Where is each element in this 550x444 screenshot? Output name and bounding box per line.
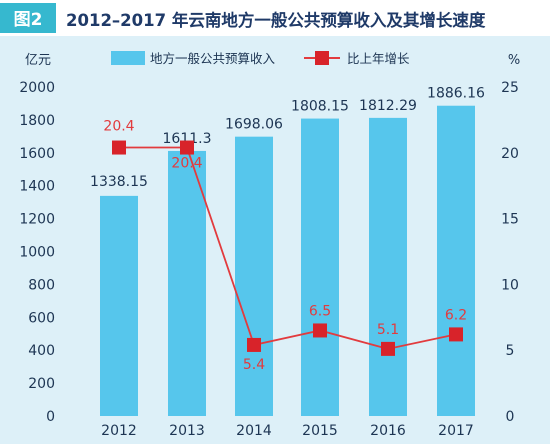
growth-label: 6.5 xyxy=(309,303,331,319)
x-tick-label: 2013 xyxy=(169,423,205,439)
legend-line-label: 比上年增长 xyxy=(347,51,410,66)
bar-label: 1808.15 xyxy=(291,99,349,115)
x-tick-label: 2017 xyxy=(438,423,474,439)
right-axis-ticks: 0 5 10 15 20 25 xyxy=(501,80,519,425)
bar xyxy=(301,118,339,416)
bar-label: 1611.3 xyxy=(163,131,212,147)
bar xyxy=(437,105,475,416)
left-tick-label: 2000 xyxy=(19,80,55,96)
bar-label: 1886.16 xyxy=(427,86,485,102)
growth-label: 20.4 xyxy=(171,156,202,172)
x-tick-label: 2015 xyxy=(302,423,338,439)
left-axis-unit: 亿元 xyxy=(25,53,51,68)
x-tick-label: 2012 xyxy=(101,423,137,439)
growth-point xyxy=(313,323,327,338)
left-tick-label: 1600 xyxy=(19,146,55,162)
growth-point xyxy=(449,327,463,342)
bar-label: 1338.15 xyxy=(90,174,148,190)
left-tick-label: 600 xyxy=(28,310,55,326)
right-tick-label: 20 xyxy=(501,146,519,162)
chart-title: 2012–2017 年云南地方一般公共预算收入及其增长速度 xyxy=(66,10,486,30)
legend-bar-label: 地方一般公共预算收入 xyxy=(150,51,276,66)
left-tick-label: 0 xyxy=(46,409,55,425)
figure-label: 图2 xyxy=(14,10,43,30)
right-tick-label: 0 xyxy=(506,409,515,425)
right-tick-label: 15 xyxy=(501,212,519,228)
left-tick-label: 400 xyxy=(28,343,55,359)
bar xyxy=(369,117,407,416)
figure-badge xyxy=(0,3,56,33)
bar xyxy=(100,195,138,416)
growth-label: 5.4 xyxy=(243,357,265,373)
right-tick-label: 25 xyxy=(501,80,519,96)
left-tick-label: 1800 xyxy=(19,113,55,129)
legend: 地方一般公共预算收入 比上年增长 xyxy=(111,51,410,66)
growth-label: 5.1 xyxy=(377,322,399,338)
left-tick-label: 800 xyxy=(28,277,55,293)
growth-line-layer: 20.4 20.4 5.4 6.5 5.1 6.2 xyxy=(103,119,467,373)
growth-point xyxy=(247,337,261,352)
right-axis-unit: % xyxy=(508,53,520,68)
legend-line-marker xyxy=(315,51,329,65)
bars: 1338.15 1611.3 1698.06 1808.15 1812.29 1886.1… xyxy=(90,86,485,416)
growth-point xyxy=(180,140,194,155)
growth-label: 20.4 xyxy=(103,119,134,135)
legend-bar-swatch xyxy=(111,51,145,65)
bar xyxy=(235,136,273,416)
bar-label: 1698.06 xyxy=(225,117,283,133)
growth-point xyxy=(112,140,126,155)
right-tick-label: 5 xyxy=(506,343,515,359)
x-tick-label: 2014 xyxy=(236,423,272,439)
left-axis-ticks: 0 200 400 600 800 1000 1200 1400 1600 1800 2000 xyxy=(19,80,55,425)
left-tick-label: 1400 xyxy=(19,179,55,195)
growth-point xyxy=(381,341,395,356)
growth-line xyxy=(119,146,457,350)
left-tick-label: 1200 xyxy=(19,212,55,228)
header-band xyxy=(0,0,550,36)
growth-label: 6.2 xyxy=(445,307,467,323)
left-tick-label: 200 xyxy=(28,376,55,392)
bar-label: 1812.29 xyxy=(359,98,417,114)
bar xyxy=(168,150,206,416)
left-tick-label: 1000 xyxy=(19,245,55,261)
x-axis-labels: 2012 2013 2014 2015 2016 2017 xyxy=(101,423,474,439)
x-tick-label: 2016 xyxy=(370,423,406,439)
right-tick-label: 10 xyxy=(501,277,519,293)
